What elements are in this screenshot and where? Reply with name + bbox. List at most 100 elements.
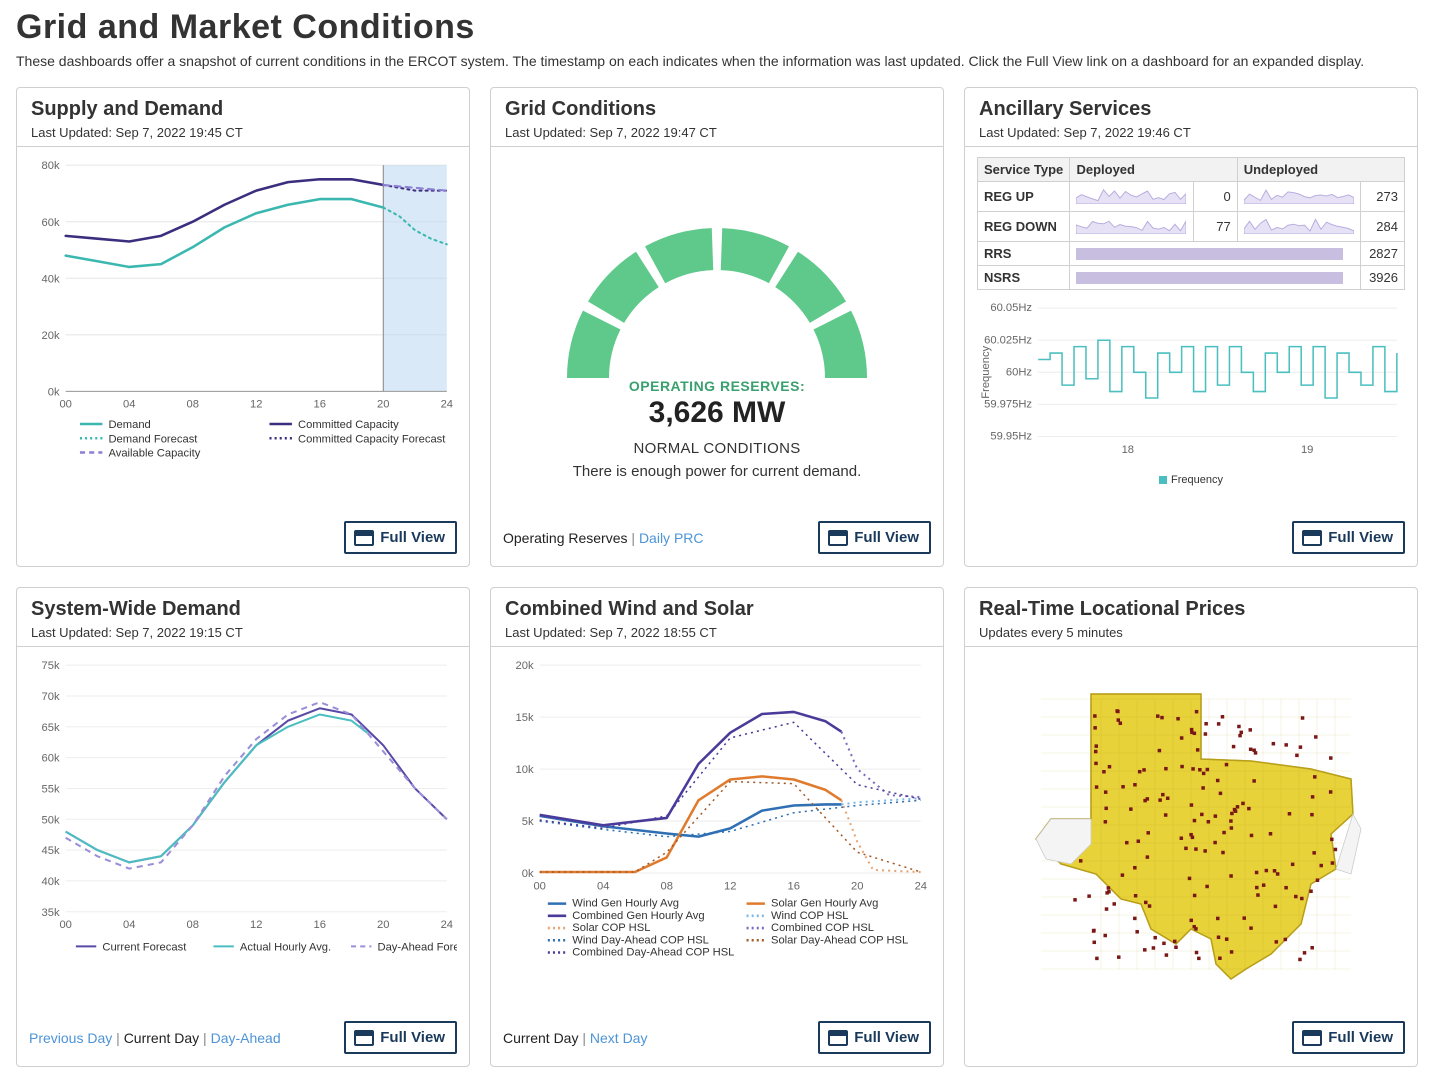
svg-text:60Hz: 60Hz (1006, 366, 1033, 378)
svg-text:24: 24 (441, 919, 453, 931)
svg-text:59.95Hz: 59.95Hz (990, 431, 1032, 443)
svg-text:Demand Forecast: Demand Forecast (108, 433, 198, 445)
svg-text:15k: 15k (516, 712, 534, 724)
window-icon (354, 1030, 374, 1046)
full-view-label: Full View (854, 1029, 919, 1046)
demand-chart: 35k40k45k50k55k60k65k70k75k0004081216202… (29, 657, 457, 963)
svg-text:20: 20 (851, 880, 863, 892)
svg-text:16: 16 (314, 919, 326, 931)
label-current-day: Current Day (503, 1030, 578, 1046)
svg-text:60.05Hz: 60.05Hz (990, 302, 1032, 314)
svg-text:00: 00 (59, 919, 71, 931)
svg-text:59.975Hz: 59.975Hz (984, 398, 1032, 410)
full-view-button[interactable]: Full View (818, 1021, 931, 1054)
svg-text:35k: 35k (42, 907, 60, 919)
svg-text:Available Capacity: Available Capacity (108, 448, 200, 460)
window-icon (828, 530, 848, 546)
link-previous-day[interactable]: Previous Day (29, 1030, 112, 1046)
card-locational-prices: Real-Time Locational Prices Updates ever… (964, 587, 1418, 1067)
card-updated: Last Updated: Sep 7, 2022 19:45 CT (31, 125, 455, 140)
svg-text:50k: 50k (42, 814, 60, 826)
gauge-message: There is enough power for current demand… (573, 463, 862, 480)
svg-text:Combined Gen Hourly Avg: Combined Gen Hourly Avg (572, 910, 704, 922)
svg-text:Committed Capacity Forecast: Committed Capacity Forecast (298, 433, 446, 445)
texas-map[interactable] (1001, 669, 1381, 989)
svg-text:10k: 10k (516, 764, 534, 776)
card-updated: Updates every 5 minutes (979, 625, 1403, 640)
svg-text:60.025Hz: 60.025Hz (984, 334, 1032, 346)
svg-text:08: 08 (661, 880, 673, 892)
window-icon (828, 1030, 848, 1046)
svg-text:08: 08 (187, 399, 199, 411)
dashboard-grid: Supply and Demand Last Updated: Sep 7, 2… (16, 87, 1418, 1067)
full-view-button[interactable]: Full View (1292, 521, 1405, 554)
card-title: Ancillary Services (979, 98, 1403, 121)
card-title: System-Wide Demand (31, 598, 455, 621)
svg-text:04: 04 (597, 880, 609, 892)
reserves-gauge (547, 208, 887, 388)
svg-text:60k: 60k (42, 217, 60, 229)
svg-text:12: 12 (724, 880, 736, 892)
svg-text:Demand: Demand (108, 419, 150, 431)
page-title: Grid and Market Conditions (16, 8, 1418, 47)
svg-text:20: 20 (377, 399, 389, 411)
link-next-day[interactable]: Next Day (590, 1030, 648, 1046)
full-view-button[interactable]: Full View (344, 521, 457, 554)
demand-footer-links: Previous Day | Current Day | Day-Ahead (29, 1030, 281, 1046)
svg-text:Combined COP HSL: Combined COP HSL (771, 922, 874, 934)
svg-text:Solar Gen Hourly Avg: Solar Gen Hourly Avg (771, 898, 878, 910)
card-title: Combined Wind and Solar (505, 598, 929, 621)
svg-text:0k: 0k (522, 868, 534, 880)
card-supply-demand: Supply and Demand Last Updated: Sep 7, 2… (16, 87, 470, 567)
svg-text:Current Forecast: Current Forecast (102, 941, 187, 953)
svg-text:70k: 70k (42, 691, 60, 703)
window-icon (1302, 1030, 1322, 1046)
svg-text:18: 18 (1122, 444, 1134, 456)
card-system-demand: System-Wide Demand Last Updated: Sep 7, … (16, 587, 470, 1067)
grid-footer-links: Operating Reserves | Daily PRC (503, 530, 704, 546)
svg-text:Wind COP HSL: Wind COP HSL (771, 910, 849, 922)
card-updated: Last Updated: Sep 7, 2022 19:15 CT (31, 625, 455, 640)
full-view-label: Full View (854, 529, 919, 546)
full-view-button[interactable]: Full View (818, 521, 931, 554)
full-view-button[interactable]: Full View (1292, 1021, 1405, 1054)
link-daily-prc[interactable]: Daily PRC (639, 530, 704, 546)
full-view-label: Full View (1328, 1029, 1393, 1046)
card-wind-solar: Combined Wind and Solar Last Updated: Se… (490, 587, 944, 1067)
svg-text:20k: 20k (516, 660, 534, 672)
svg-text:16: 16 (314, 399, 326, 411)
svg-text:Wind Day-Ahead COP HSL: Wind Day-Ahead COP HSL (572, 934, 709, 946)
svg-text:Committed Capacity: Committed Capacity (298, 419, 399, 431)
wind-solar-chart: 0k5k10k15k20k00040812162024Wind Gen Hour… (503, 657, 931, 963)
svg-text:24: 24 (915, 880, 927, 892)
svg-text:04: 04 (123, 399, 135, 411)
gauge-value: 3,626 MW (649, 396, 786, 430)
window-icon (354, 530, 374, 546)
svg-text:Frequency: Frequency (980, 345, 992, 398)
card-grid-conditions: Grid Conditions Last Updated: Sep 7, 202… (490, 87, 944, 567)
svg-text:Day-Ahead Forecast: Day-Ahead Forecast (378, 941, 457, 953)
ancillary-table: Service TypeDeployedUndeployedREG UP 0 2… (977, 157, 1405, 290)
svg-text:19: 19 (1301, 444, 1313, 456)
svg-text:60k: 60k (42, 753, 60, 765)
svg-text:75k: 75k (42, 660, 60, 672)
card-updated: Last Updated: Sep 7, 2022 19:46 CT (979, 125, 1403, 140)
svg-text:40k: 40k (42, 273, 60, 285)
svg-text:12: 12 (250, 399, 262, 411)
frequency-chart: 59.95Hz 59.975Hz 60Hz 60.025Hz 60.05Hz Freque… (977, 302, 1405, 465)
card-title: Real-Time Locational Prices (979, 598, 1403, 621)
svg-text:40k: 40k (42, 876, 60, 888)
svg-text:55k: 55k (42, 784, 60, 796)
svg-text:Combined Day-Ahead COP HSL: Combined Day-Ahead COP HSL (572, 947, 734, 959)
svg-text:Wind Gen Hourly Avg: Wind Gen Hourly Avg (572, 898, 679, 910)
svg-text:20: 20 (377, 919, 389, 931)
full-view-button[interactable]: Full View (344, 1021, 457, 1054)
supply-demand-chart: 0k20k40k60k80k00040812162024DemandCommit… (29, 157, 457, 463)
svg-text:Actual Hourly Avg.: Actual Hourly Avg. (240, 941, 331, 953)
svg-text:80k: 80k (42, 160, 60, 172)
link-day-ahead[interactable]: Day-Ahead (211, 1030, 281, 1046)
svg-text:08: 08 (187, 919, 199, 931)
svg-text:45k: 45k (42, 845, 60, 857)
svg-text:Solar COP HSL: Solar COP HSL (572, 922, 650, 934)
page-subtitle: These dashboards offer a snapshot of cur… (16, 53, 1418, 69)
